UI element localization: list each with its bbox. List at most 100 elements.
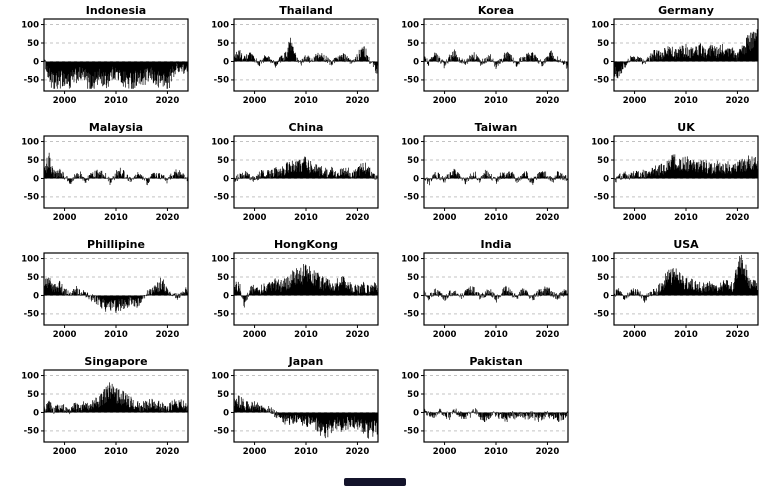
chart-title: Indonesia: [86, 4, 146, 17]
y-tick-label: 50: [407, 156, 419, 166]
chart-svg: HongKong 100 50 0 -50 2000 2010 2020: [211, 238, 379, 340]
x-tick-label: 2010: [294, 447, 318, 457]
x-tick-label: 2000: [53, 213, 77, 223]
chart-panel: Malaysia 100 50 0 -50 2000 2010 2020: [4, 121, 194, 238]
x-tick-label: 2010: [674, 330, 698, 340]
y-tick-label: -50: [594, 193, 609, 203]
chart-svg: Japan 100 50 0 -50 2000 2010 2020: [211, 355, 379, 457]
y-tick-label: 100: [21, 371, 39, 381]
y-tick-label: -50: [24, 310, 39, 320]
chart-panel: Thailand 100 50 0 -50 2000 2010 2020: [194, 4, 384, 121]
chart-svg: Indonesia 100 50 0 -50 2000 2010 2020: [21, 4, 189, 106]
y-tick-label: -50: [214, 193, 229, 203]
chart-svg: Singapore 100 50 0 -50 2000 2010 2020: [21, 355, 189, 457]
chart-svg: Thailand 100 50 0 -50 2000 2010 2020: [211, 4, 379, 106]
chart-title: Phillipine: [87, 238, 145, 251]
x-tick-label: 2010: [674, 213, 698, 223]
y-tick-label: -50: [214, 310, 229, 320]
y-tick-label: 100: [21, 254, 39, 264]
x-tick-label: 2000: [243, 330, 267, 340]
y-tick-label: 50: [27, 390, 39, 400]
y-tick-label: -50: [594, 310, 609, 320]
x-tick-label: 2020: [726, 213, 750, 223]
chart-title: Korea: [478, 4, 514, 17]
x-tick-label: 2020: [536, 330, 560, 340]
chart-svg: Germany 100 50 0 -50 2000 2010 2020: [591, 4, 759, 106]
x-tick-label: 2000: [53, 96, 77, 106]
x-tick-label: 2010: [294, 330, 318, 340]
x-tick-label: 2000: [433, 96, 457, 106]
x-tick-label: 2000: [53, 330, 77, 340]
bar-series: [613, 154, 758, 187]
x-tick-label: 2000: [53, 447, 77, 457]
y-tick-label: -50: [24, 427, 39, 437]
y-tick-label: 0: [413, 174, 419, 184]
x-tick-label: 2020: [536, 213, 560, 223]
y-tick-label: 0: [223, 291, 229, 301]
chart-title: USA: [673, 238, 699, 251]
y-tick-label: -50: [214, 427, 229, 437]
y-tick-label: 100: [591, 254, 609, 264]
y-tick-label: 100: [21, 137, 39, 147]
chart-title: Pakistan: [469, 355, 522, 368]
bar-series: [43, 277, 188, 313]
chart-panel: Korea 100 50 0 -50 2000 2010 2020: [384, 4, 574, 121]
x-tick-label: 2010: [104, 96, 128, 106]
chart-svg: India 100 50 0 -50 2000 2010 2020: [401, 238, 569, 340]
x-tick-label: 2010: [294, 96, 318, 106]
y-tick-label: 0: [223, 174, 229, 184]
y-tick-label: 50: [27, 39, 39, 49]
y-tick-label: 0: [223, 57, 229, 67]
y-tick-label: 0: [223, 408, 229, 418]
chart-panel: Singapore 100 50 0 -50 2000 2010 2020: [4, 355, 194, 472]
x-tick-label: 2020: [156, 213, 180, 223]
bar-series: [43, 152, 188, 186]
chart-panel: China 100 50 0 -50 2000 2010 2020: [194, 121, 384, 238]
y-tick-label: 0: [413, 291, 419, 301]
y-tick-label: -50: [214, 76, 229, 86]
x-tick-label: 2010: [294, 213, 318, 223]
bar-series: [43, 59, 188, 89]
bar-series: [43, 382, 188, 415]
x-tick-label: 2000: [623, 213, 647, 223]
y-tick-label: 50: [407, 390, 419, 400]
chart-title: Japan: [288, 355, 324, 368]
y-tick-label: 50: [217, 273, 229, 283]
y-tick-label: 100: [401, 371, 419, 381]
y-tick-label: 100: [591, 137, 609, 147]
x-tick-label: 2000: [243, 213, 267, 223]
chart-svg: USA 100 50 0 -50 2000 2010 2020: [591, 238, 759, 340]
chart-svg: Malaysia 100 50 0 -50 2000 2010 2020: [21, 121, 189, 223]
chart-title: Germany: [658, 4, 714, 17]
y-tick-label: 0: [33, 57, 39, 67]
x-tick-label: 2020: [726, 330, 750, 340]
x-tick-label: 2020: [346, 330, 370, 340]
chart-title: Taiwan: [475, 121, 518, 134]
bar-series: [233, 395, 378, 439]
x-tick-label: 2000: [433, 213, 457, 223]
y-tick-label: 50: [217, 156, 229, 166]
y-tick-label: -50: [404, 310, 419, 320]
x-tick-label: 2010: [484, 213, 508, 223]
chart-panel: Japan 100 50 0 -50 2000 2010 2020: [194, 355, 384, 472]
bar-series: [423, 285, 568, 303]
x-tick-label: 2020: [346, 96, 370, 106]
chart-panel: HongKong 100 50 0 -50 2000 2010 2020: [194, 238, 384, 355]
chart-title: Singapore: [84, 355, 147, 368]
chart-title: Thailand: [279, 4, 332, 17]
chart-title: UK: [677, 121, 695, 134]
chart-panel: Phillipine 100 50 0 -50 2000 2010 2020: [4, 238, 194, 355]
x-tick-label: 2010: [484, 330, 508, 340]
y-tick-label: -50: [404, 427, 419, 437]
chart-title: India: [481, 238, 512, 251]
bar-series: [423, 168, 568, 186]
y-tick-label: 50: [597, 39, 609, 49]
chart-panel: Germany 100 50 0 -50 2000 2010 2020: [574, 4, 764, 121]
chart-panel: Indonesia 100 50 0 -50 2000 2010 2020: [4, 4, 194, 121]
x-tick-label: 2020: [536, 96, 560, 106]
y-tick-label: 0: [603, 57, 609, 67]
x-tick-label: 2010: [104, 330, 128, 340]
x-tick-label: 2010: [674, 96, 698, 106]
y-tick-label: 100: [211, 371, 229, 381]
